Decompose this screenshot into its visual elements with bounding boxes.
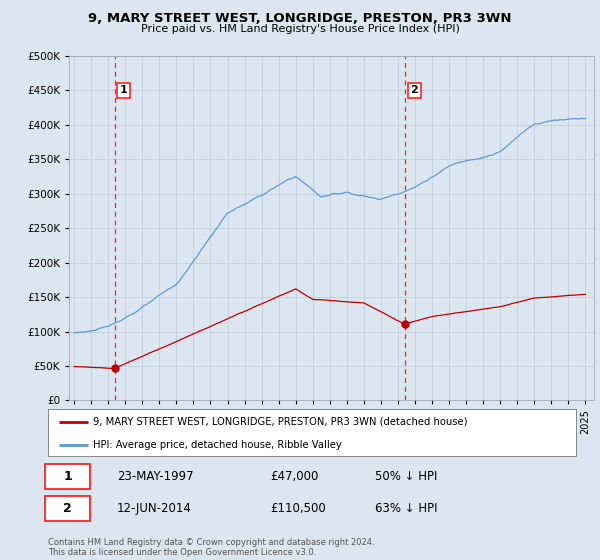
Text: 9, MARY STREET WEST, LONGRIDGE, PRESTON, PR3 3WN (detached house): 9, MARY STREET WEST, LONGRIDGE, PRESTON,…	[93, 417, 467, 427]
Text: HPI: Average price, detached house, Ribble Valley: HPI: Average price, detached house, Ribb…	[93, 440, 341, 450]
Text: 12-JUN-2014: 12-JUN-2014	[116, 502, 191, 515]
Text: Price paid vs. HM Land Registry's House Price Index (HPI): Price paid vs. HM Land Registry's House …	[140, 24, 460, 34]
Text: £110,500: £110,500	[270, 502, 326, 515]
Text: 23-MAY-1997: 23-MAY-1997	[116, 470, 193, 483]
FancyBboxPatch shape	[46, 464, 90, 489]
Text: 9, MARY STREET WEST, LONGRIDGE, PRESTON, PR3 3WN: 9, MARY STREET WEST, LONGRIDGE, PRESTON,…	[88, 12, 512, 25]
Text: £47,000: £47,000	[270, 470, 318, 483]
Text: 1: 1	[64, 470, 72, 483]
Text: 1: 1	[120, 86, 128, 95]
Text: 2: 2	[64, 502, 72, 515]
Text: 2: 2	[410, 86, 418, 95]
Text: 50% ↓ HPI: 50% ↓ HPI	[376, 470, 438, 483]
Text: 63% ↓ HPI: 63% ↓ HPI	[376, 502, 438, 515]
FancyBboxPatch shape	[46, 496, 90, 521]
Text: Contains HM Land Registry data © Crown copyright and database right 2024.
This d: Contains HM Land Registry data © Crown c…	[48, 538, 374, 557]
